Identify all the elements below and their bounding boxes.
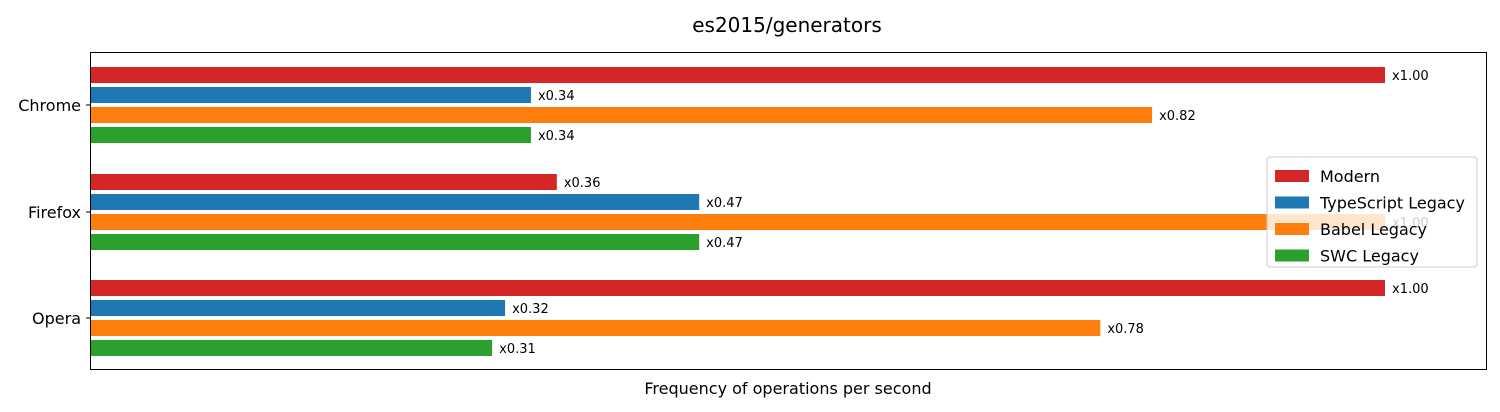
value-label: x0.34: [538, 89, 575, 104]
category-label-opera: Opera: [32, 309, 81, 328]
bar-firefox-modern: [91, 174, 557, 190]
value-label: x0.78: [1107, 322, 1144, 337]
value-label: x1.00: [1392, 69, 1429, 84]
legend-entry: SWC Legacy: [1320, 247, 1419, 266]
value-label: x1.00: [1392, 282, 1429, 297]
bar-opera-swc-legacy: [91, 340, 493, 356]
bar-chrome-babel-legacy: [91, 107, 1153, 123]
legend-swatch: [1275, 196, 1309, 209]
plot-frame: [90, 52, 1487, 370]
legend-entry: TypeScript Legacy: [1319, 194, 1465, 213]
bar-chrome-typescript-legacy: [91, 87, 531, 103]
value-label: x0.82: [1159, 109, 1196, 124]
bar-opera-typescript-legacy: [91, 300, 506, 316]
category-label-firefox: Firefox: [28, 203, 81, 222]
plot-area: Chrome x1.00 x0.34 x0.82 x0.34 Firefox x0.36 x0…: [18, 67, 1429, 357]
value-label: x0.47: [706, 236, 743, 251]
bar-opera-modern: [91, 280, 1385, 296]
x-axis-label: Frequency of operations per second: [644, 379, 931, 398]
value-label: x0.36: [564, 176, 601, 191]
bar-opera-babel-legacy: [91, 320, 1101, 336]
legend: Modern TypeScript Legacy Babel Legacy SWC L…: [1266, 156, 1478, 268]
bar-chrome-modern: [91, 67, 1385, 83]
chart-title: es2015/generators: [692, 13, 882, 37]
bar-chrome-swc-legacy: [91, 127, 531, 143]
legend-swatch: [1275, 170, 1309, 182]
legend-box: [1266, 156, 1478, 268]
legend-entry: Modern: [1320, 167, 1380, 186]
legend-entry: Babel Legacy: [1320, 220, 1427, 239]
value-label: x0.31: [499, 342, 536, 357]
bar-firefox-typescript-legacy: [91, 194, 700, 210]
bar-firefox-babel-legacy: [91, 214, 1385, 230]
category-label-chrome: Chrome: [18, 96, 81, 115]
value-label: x0.34: [538, 129, 575, 144]
legend-swatch: [1275, 249, 1309, 262]
legend-swatch: [1275, 223, 1309, 235]
value-label: x0.32: [512, 302, 549, 317]
value-label: x0.47: [706, 196, 743, 211]
bar-firefox-swc-legacy: [91, 234, 700, 250]
